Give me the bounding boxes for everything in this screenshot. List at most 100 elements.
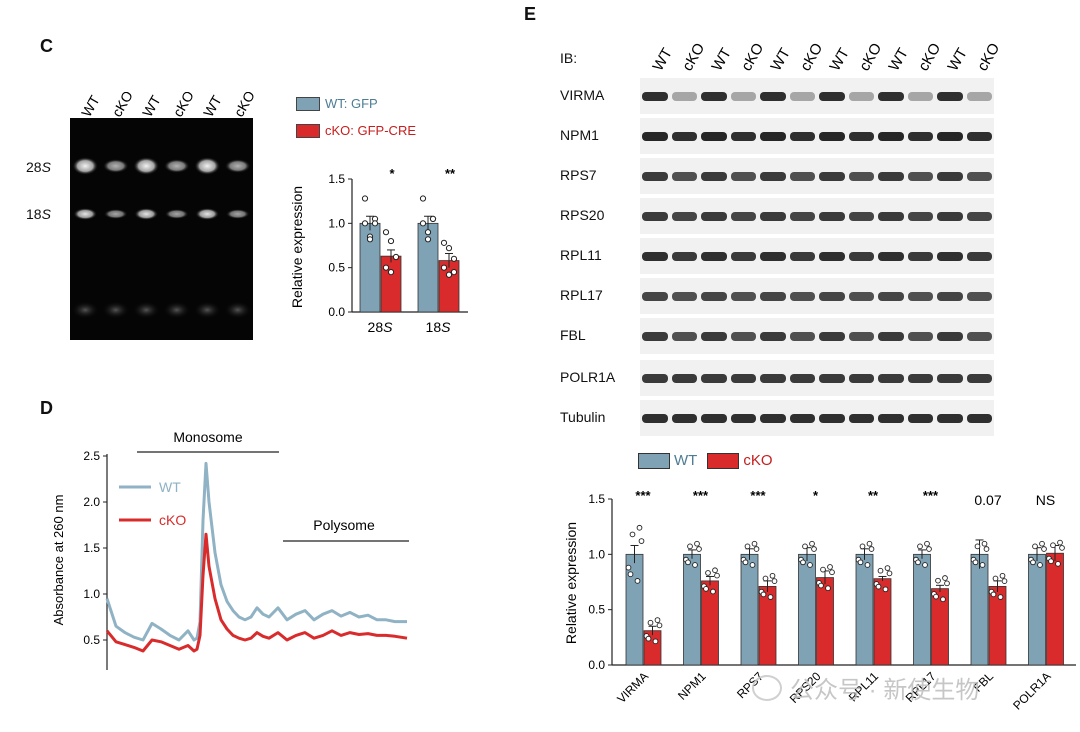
blot-band [966, 172, 992, 181]
data-point [999, 572, 1006, 579]
gel-lane-label: cKO [230, 92, 258, 120]
blot-strip [640, 318, 994, 354]
bar-cko [988, 586, 1007, 666]
series-line-wt [105, 461, 407, 642]
data-point [857, 559, 864, 566]
data-point [1037, 562, 1043, 568]
blot-row-label: RPL17 [560, 287, 603, 303]
data-point [450, 269, 458, 276]
blot-band [907, 414, 933, 423]
blot-band [642, 414, 668, 423]
gel-band-small-rna [101, 301, 130, 319]
blot-band [760, 332, 786, 341]
blot-band [937, 172, 963, 181]
bar-cko [873, 578, 892, 666]
blot-band [848, 172, 874, 181]
blot-lane-label: cKO [738, 40, 767, 74]
x-tick-label: 18S [426, 319, 452, 335]
legend-swatch-wt [296, 96, 320, 111]
data-point [1039, 540, 1045, 547]
gel-band-18s [73, 208, 98, 220]
blot-strip [640, 118, 994, 154]
data-point [703, 586, 709, 592]
data-point [802, 543, 808, 550]
data-point [629, 531, 636, 538]
blot-band [819, 414, 845, 423]
blot-band [966, 374, 992, 383]
blot-band [878, 92, 904, 101]
x-tick-label: 28S [368, 319, 394, 335]
band-label-28s: 28S [26, 159, 51, 175]
y-tick-label: 2.0 [83, 495, 100, 509]
blot-strip [640, 78, 994, 114]
blot-band [819, 132, 845, 141]
blot-band [760, 252, 786, 261]
data-point [926, 546, 932, 552]
blot-band [760, 212, 786, 221]
data-point [696, 546, 702, 552]
blot-band [789, 332, 815, 341]
data-point [807, 562, 813, 568]
data-point [990, 591, 997, 598]
blot-band [848, 292, 874, 301]
blot-band [671, 332, 697, 341]
data-point [1055, 561, 1061, 567]
bar-wt [970, 553, 989, 666]
data-point [714, 572, 720, 579]
blot-band [730, 414, 756, 423]
blot-lane-label: cKO [974, 40, 1003, 74]
blot-band [848, 414, 874, 423]
blot-strip [640, 400, 994, 436]
blot-band [819, 292, 845, 301]
gel-band-small-rna [193, 301, 222, 319]
blot-band [642, 172, 668, 181]
protein-legend: WT cKO [638, 452, 773, 469]
data-point [935, 577, 941, 584]
blot-band [878, 132, 904, 141]
bar-cko [816, 577, 834, 666]
blot-band [760, 414, 786, 423]
blot-band [642, 374, 668, 383]
blot-band [642, 212, 668, 221]
blot-lane-label: cKO [797, 40, 826, 74]
blot-band [878, 332, 904, 341]
polysome-label: Polysome [313, 517, 375, 533]
gel-band-28s [102, 159, 129, 173]
data-point [742, 559, 749, 566]
x-tick-label: NPM1 [675, 669, 709, 703]
legend-text-wt: WT: GFP [325, 96, 378, 111]
watermark-text: 公众号 · 新使生物 [790, 677, 980, 704]
data-point [371, 220, 379, 227]
blot-band [937, 332, 963, 341]
y-tick-label: 0.5 [588, 603, 605, 617]
gel-band-small-rna [162, 301, 191, 319]
data-point [424, 229, 432, 236]
significance-label: ** [445, 166, 456, 181]
blot-band [642, 132, 668, 141]
blot-band [730, 172, 756, 181]
significance-label: *** [693, 488, 709, 503]
blot-band [701, 374, 727, 383]
x-tick-label: VIRMA [614, 669, 651, 706]
y-tick-label: 1.5 [588, 492, 605, 506]
blot-band [760, 92, 786, 101]
rrna-bar-chart: 0.0 0.5 1.0 1.5 Relative expression 28S * 18S ** [289, 166, 468, 335]
blot-band [907, 132, 933, 141]
data-point [1030, 559, 1036, 566]
blot-band [848, 212, 874, 221]
data-point [387, 269, 395, 276]
blot-band [966, 292, 992, 301]
monosome-label: Monosome [173, 429, 242, 445]
significance-label: NS [1036, 492, 1055, 508]
data-point [744, 543, 751, 550]
data-point [767, 594, 774, 600]
bar-cko [1046, 552, 1064, 666]
legend-text-wt: WT [159, 479, 181, 495]
band-label-18s: 18S [26, 206, 51, 222]
data-point [638, 538, 645, 544]
data-point [972, 559, 979, 566]
blot-band [937, 92, 963, 101]
gel-band-28s [133, 157, 160, 175]
blot-band [966, 132, 992, 141]
gel-band-28s [163, 159, 190, 173]
